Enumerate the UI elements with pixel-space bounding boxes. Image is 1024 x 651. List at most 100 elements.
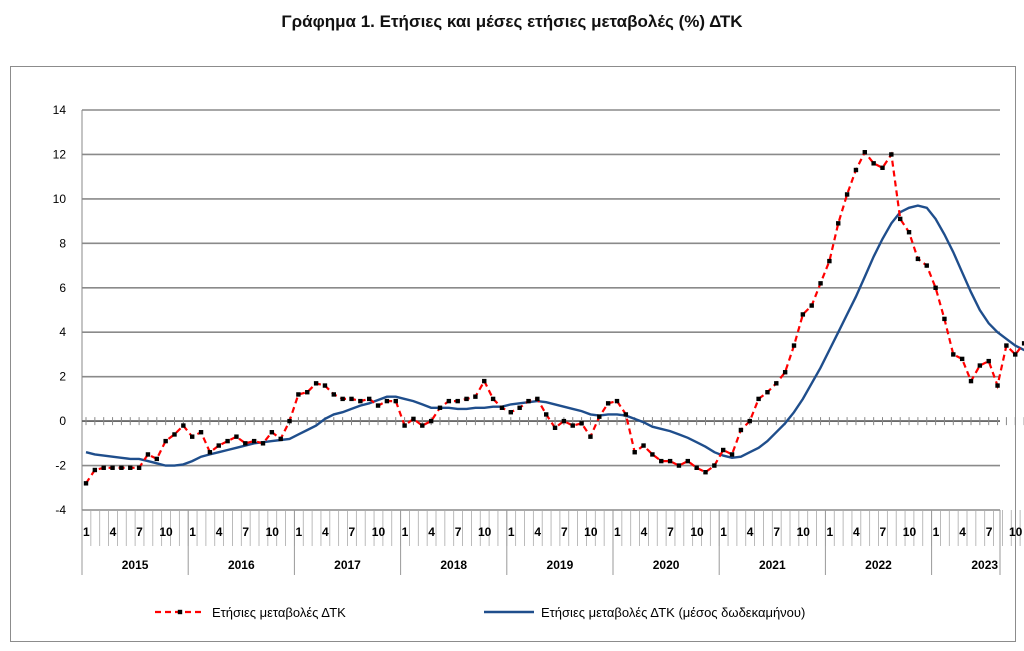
data-point-annual xyxy=(756,396,761,402)
month-label: 7 xyxy=(349,525,356,539)
data-point-annual xyxy=(774,381,779,386)
month-label: 1 xyxy=(720,525,727,539)
month-label: 7 xyxy=(986,525,993,539)
month-label: 1 xyxy=(189,525,196,539)
data-point-annual xyxy=(667,458,673,464)
legend-label-annual: Ετήσιες μεταβολές ΔΤΚ xyxy=(212,605,346,620)
data-point-annual xyxy=(251,438,257,444)
y-tick-label: 8 xyxy=(59,236,66,250)
y-tick-label: 10 xyxy=(53,192,67,206)
y-tick-label: 14 xyxy=(53,103,67,117)
data-point-annual xyxy=(676,463,682,468)
data-point-annual xyxy=(818,281,823,286)
legend-label-average: Ετήσιες μεταβολές ΔΤΚ (μέσος δωδεκαμήνου… xyxy=(541,605,805,620)
legend-marker-annual xyxy=(177,609,183,615)
data-point-annual xyxy=(703,470,708,475)
series-line-annual xyxy=(85,150,1024,484)
data-point-annual xyxy=(915,256,921,262)
data-point-annual xyxy=(482,378,487,384)
data-point-annual xyxy=(243,441,248,446)
data-point-annual xyxy=(898,216,903,222)
data-point-annual xyxy=(313,381,319,386)
data-point-annual xyxy=(924,263,929,268)
data-point-annual xyxy=(968,378,974,384)
year-label: 2019 xyxy=(547,558,574,572)
data-point-annual xyxy=(216,443,221,448)
year-label: 2015 xyxy=(122,558,149,572)
data-point-annual xyxy=(597,414,602,419)
month-label: 1 xyxy=(826,525,833,539)
data-point-annual xyxy=(942,316,947,322)
data-point-annual xyxy=(906,230,912,235)
data-point-annual xyxy=(269,430,275,435)
month-label: 7 xyxy=(242,525,249,539)
month-label: 4 xyxy=(853,525,860,539)
month-label: 1 xyxy=(295,525,302,539)
data-point-annual xyxy=(83,481,89,486)
data-point-annual xyxy=(349,396,354,402)
data-point-annual xyxy=(605,401,611,406)
data-point-annual xyxy=(322,383,328,388)
month-label: 10 xyxy=(266,525,280,539)
year-label: 2021 xyxy=(759,558,786,572)
month-label: 1 xyxy=(402,525,409,539)
data-point-annual xyxy=(614,398,620,404)
data-point-annual xyxy=(375,403,381,408)
month-label: 1 xyxy=(614,525,621,539)
month-label: 10 xyxy=(903,525,917,539)
data-point-annual xyxy=(862,150,867,155)
month-label: 4 xyxy=(959,525,966,539)
year-label: 2023 xyxy=(971,558,998,572)
data-point-annual xyxy=(544,412,549,417)
data-point-annual xyxy=(995,383,1000,388)
data-point-annual xyxy=(340,396,345,402)
y-tick-label: -2 xyxy=(55,459,66,473)
month-label: 10 xyxy=(1009,525,1023,539)
data-point-annual xyxy=(411,416,416,422)
data-point-annual xyxy=(721,447,726,453)
month-label: 4 xyxy=(322,525,329,539)
month-label: 10 xyxy=(478,525,492,539)
y-tick-label: 2 xyxy=(59,370,66,384)
data-point-annual xyxy=(145,452,151,457)
data-point-annual xyxy=(747,418,752,424)
data-point-annual xyxy=(305,390,310,395)
data-point-annual xyxy=(659,458,664,464)
series-line-average xyxy=(85,204,1024,467)
data-point-annual xyxy=(455,398,460,404)
data-point-annual xyxy=(933,285,938,290)
data-point-annual xyxy=(712,463,717,468)
month-label: 7 xyxy=(880,525,887,539)
chart-title: Γράφημα 1. Ετήσιες και μέσες ετήσιες μετ… xyxy=(281,12,743,31)
data-point-annual xyxy=(738,427,744,433)
data-point-annual xyxy=(198,430,204,435)
year-label: 2018 xyxy=(440,558,467,572)
y-tick-label: 6 xyxy=(59,281,66,295)
data-point-annual xyxy=(367,396,372,402)
year-label: 2017 xyxy=(334,558,361,572)
data-point-annual xyxy=(570,423,575,428)
data-point-annual xyxy=(464,396,469,402)
data-point-annual xyxy=(420,423,425,428)
month-label: 7 xyxy=(667,525,674,539)
data-point-annual xyxy=(951,352,956,357)
data-point-annual xyxy=(809,303,814,308)
data-point-annual xyxy=(1013,352,1018,357)
data-point-annual xyxy=(207,450,213,455)
month-label: 4 xyxy=(428,525,435,539)
data-point-annual xyxy=(490,396,496,402)
data-point-annual xyxy=(499,405,505,410)
month-label: 4 xyxy=(216,525,223,539)
month-label: 10 xyxy=(797,525,811,539)
data-point-annual xyxy=(800,312,806,317)
data-point-annual xyxy=(977,363,983,368)
data-point-annual xyxy=(119,465,124,470)
data-point-annual xyxy=(1021,341,1024,346)
month-label: 10 xyxy=(159,525,173,539)
y-tick-label: 4 xyxy=(59,325,66,339)
data-point-annual xyxy=(623,412,629,417)
data-point-annual xyxy=(880,165,885,170)
data-point-annual xyxy=(508,410,513,415)
data-point-annual xyxy=(384,398,390,404)
